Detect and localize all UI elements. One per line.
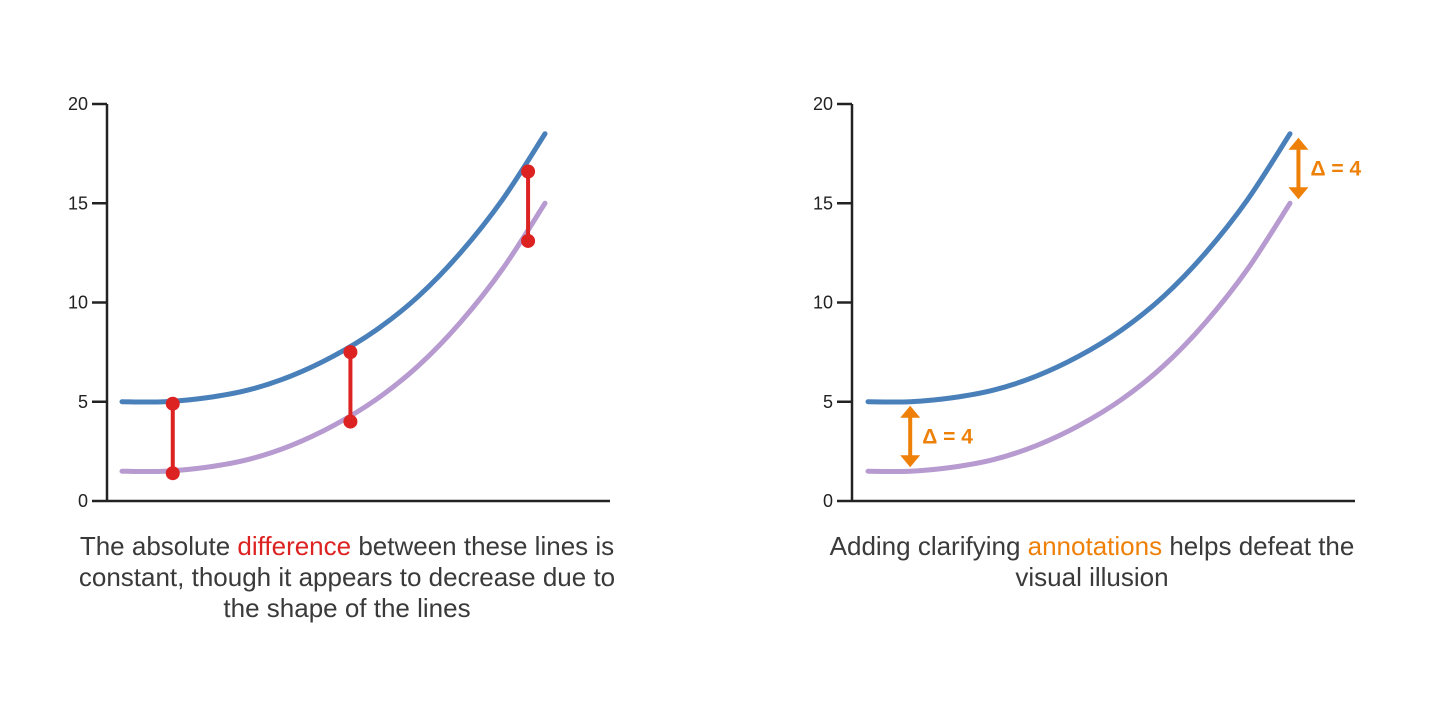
annotation-arrow-head [900,405,921,418]
difference-point [521,233,536,248]
left-caption-after: between these lines is constant, though … [78,531,616,623]
y-tick-label: 10 [68,293,88,313]
difference-point [165,466,180,481]
top-series-line [119,131,548,405]
difference-point [343,345,358,360]
annotation-arrow-head [1288,137,1309,150]
difference-point [343,414,358,429]
left-chart: 0 5 10 15 20 [68,94,610,511]
y-tick-label: 15 [813,193,833,213]
right-caption-after: helps defeat the visual illusion [1015,531,1355,592]
annotation-label: Δ = 4 [1310,158,1361,181]
annotation-arrow-head [1288,187,1309,200]
annotation-label: Δ = 4 [922,425,973,448]
right-chart: 0 5 10 15 20 Δ = 4 Δ = 4 [813,94,1361,511]
annotation-arrow-head [900,455,921,468]
y-tick-label: 5 [823,392,833,412]
right-caption: Adding clarifying annotations helps defe… [812,531,1372,593]
y-tick-label: 10 [813,293,833,313]
y-tick-label: 0 [78,491,88,511]
left-caption: The absolute difference between these li… [67,531,627,624]
y-tick-label: 15 [68,193,88,213]
difference-point [521,164,536,179]
right-caption-before: Adding clarifying [829,531,1028,561]
difference-point [165,396,180,411]
left-caption-before: The absolute [79,531,238,561]
y-tick-label: 0 [823,491,833,511]
y-tick-label: 20 [813,94,833,114]
bottom-series-line [865,200,1293,475]
left-caption-highlight: difference [237,531,352,561]
top-series-line [865,131,1293,405]
right-caption-highlight: annotations [1027,531,1163,561]
y-tick-label: 5 [78,392,88,412]
y-tick-label: 20 [68,94,88,114]
bottom-series-line [119,200,548,475]
